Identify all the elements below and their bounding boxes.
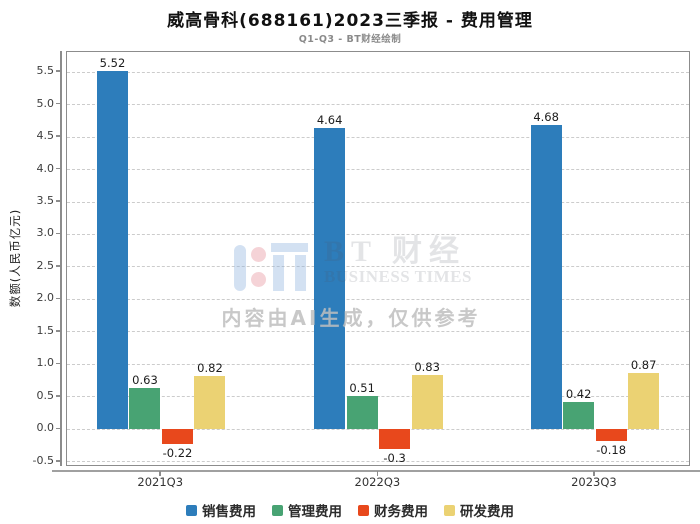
logo-pi-shape bbox=[295, 255, 307, 291]
bar-value-label-sales-expense-2021q3: 5.52 bbox=[99, 55, 126, 70]
y-tick-label: 3.0 bbox=[36, 226, 55, 240]
legend-label-admin-expense: 管理费用 bbox=[288, 504, 342, 520]
legend-marker-sales-expense-icon bbox=[186, 504, 197, 516]
y-tick-mark bbox=[56, 427, 61, 430]
legend-item-admin-expense: 管理费用 bbox=[272, 500, 342, 520]
y-tick-label: 5.0 bbox=[36, 96, 55, 110]
x-tick-label-2021q3: 2021Q3 bbox=[137, 475, 184, 489]
legend-marker-admin-expense-icon bbox=[272, 504, 283, 516]
watermark-brand-en: BUSINESS TIMES bbox=[324, 267, 472, 286]
bar-value-label-rd-expense-2021q3: 0.82 bbox=[197, 361, 223, 376]
bar-value-label-sales-expense-2022q3: 4.64 bbox=[316, 112, 343, 127]
gridline bbox=[67, 363, 689, 365]
logo-pi-shape bbox=[271, 243, 309, 252]
y-tick-mark bbox=[56, 102, 61, 105]
x-tick-mark bbox=[159, 471, 161, 476]
x-tick-label-2022q3: 2022Q3 bbox=[354, 475, 401, 489]
y-tick-label: 3.5 bbox=[36, 194, 55, 208]
y-tick-mark bbox=[56, 297, 61, 300]
x-tick-mark bbox=[376, 471, 379, 476]
y-tick-label: -0.5 bbox=[32, 453, 54, 467]
bar-finance-expense-2022q3 bbox=[379, 429, 411, 449]
x-tick-mark bbox=[593, 471, 595, 476]
logo-dot-shape bbox=[251, 247, 267, 262]
gridline bbox=[67, 136, 689, 138]
legend-label-finance-expense: 财务费用 bbox=[374, 504, 428, 520]
gridline bbox=[67, 71, 689, 73]
legend-label-sales-expense: 销售费用 bbox=[202, 504, 256, 520]
legend: 销售费用 管理费用 财务费用 研发费用 bbox=[0, 499, 700, 521]
y-tick-mark bbox=[56, 265, 61, 267]
bar-sales-expense-2021q3 bbox=[96, 70, 128, 430]
x-axis-line bbox=[52, 470, 700, 472]
legend-item-finance-expense: 财务费用 bbox=[358, 500, 428, 520]
y-tick-mark bbox=[56, 70, 61, 72]
legend-marker-finance-expense-icon bbox=[358, 504, 369, 516]
legend-label-rd-expense: 研发费用 bbox=[460, 504, 514, 520]
bar-value-label-finance-expense-2023q3: -0.18 bbox=[596, 443, 627, 458]
bt-businesstimes-logo-icon bbox=[234, 243, 310, 295]
y-tick-mark bbox=[56, 460, 61, 462]
y-tick-mark bbox=[56, 135, 61, 137]
y-tick-label: 2.5 bbox=[36, 258, 55, 272]
y-tick-label: 0.5 bbox=[36, 388, 55, 402]
bar-admin-expense-2023q3 bbox=[563, 402, 595, 430]
chart-title: 威高骨科(688161)2023三季报 - 费用管理 bbox=[167, 11, 533, 31]
y-tick-mark bbox=[56, 330, 61, 332]
bar-value-label-finance-expense-2021q3: -0.22 bbox=[162, 445, 193, 460]
y-tick-label: 2.0 bbox=[36, 291, 55, 305]
y-tick-mark bbox=[56, 232, 61, 235]
legend-marker-rd-expense-icon bbox=[444, 504, 455, 516]
gridline bbox=[67, 201, 689, 203]
gridline bbox=[67, 396, 689, 398]
bar-sales-expense-2022q3 bbox=[314, 127, 346, 430]
bar-value-label-admin-expense-2021q3: 0.63 bbox=[132, 373, 158, 388]
y-tick-label: 1.0 bbox=[36, 356, 55, 370]
bar-value-label-rd-expense-2023q3: 0.87 bbox=[630, 357, 657, 372]
bar-value-label-admin-expense-2022q3: 0.51 bbox=[349, 381, 375, 396]
gridline bbox=[67, 331, 689, 333]
bar-rd-expense-2022q3 bbox=[411, 375, 443, 430]
chart-subtitle: Q1-Q3 - BT财经绘制 bbox=[298, 34, 402, 45]
legend-item-sales-expense: 销售费用 bbox=[186, 500, 256, 520]
x-tick-label-2023q3: 2023Q3 bbox=[571, 475, 617, 489]
y-tick-mark bbox=[56, 200, 61, 202]
bar-value-label-admin-expense-2023q3: 0.42 bbox=[565, 387, 592, 402]
gridline bbox=[67, 298, 689, 300]
gridline bbox=[67, 169, 689, 171]
watermark-brand-cn: BT 财经 bbox=[324, 235, 467, 268]
bar-finance-expense-2021q3 bbox=[161, 429, 193, 444]
watermark-notice: 内容由AI生成，仅供参考 bbox=[221, 306, 481, 330]
y-tick-label: 1.5 bbox=[36, 323, 55, 337]
gridline bbox=[67, 461, 689, 463]
bar-value-label-sales-expense-2023q3: 4.68 bbox=[533, 110, 559, 125]
y-tick-label: 4.5 bbox=[36, 129, 55, 143]
y-tick-label: 5.5 bbox=[36, 64, 55, 78]
gridline bbox=[67, 104, 689, 106]
bar-rd-expense-2021q3 bbox=[194, 376, 226, 430]
gridline bbox=[67, 233, 689, 235]
y-axis-line bbox=[60, 51, 62, 466]
bar-value-label-finance-expense-2022q3: -0.3 bbox=[383, 450, 406, 465]
logo-bar-shape bbox=[234, 245, 247, 291]
bar-rd-expense-2023q3 bbox=[628, 372, 660, 430]
logo-dot-shape bbox=[251, 272, 267, 287]
bar-admin-expense-2021q3 bbox=[129, 388, 161, 430]
bar-value-label-rd-expense-2022q3: 0.83 bbox=[414, 360, 440, 375]
y-tick-mark bbox=[56, 167, 61, 170]
y-tick-mark bbox=[56, 395, 61, 397]
bar-sales-expense-2023q3 bbox=[530, 125, 562, 430]
bar-finance-expense-2023q3 bbox=[595, 429, 627, 442]
legend-item-rd-expense: 研发费用 bbox=[444, 500, 514, 520]
plot-area: BT 财经 BUSINESS TIMES 内容由AI生成，仅供参考 5.52 0.… bbox=[66, 51, 690, 466]
y-tick-label: 4.0 bbox=[36, 161, 55, 175]
gridline bbox=[67, 428, 689, 430]
logo-pi-shape bbox=[273, 255, 285, 291]
gridline bbox=[67, 266, 689, 268]
watermark-brand-text: BT 财经 BUSINESS TIMES bbox=[324, 235, 472, 287]
y-tick-label: 0.0 bbox=[36, 421, 55, 435]
bar-admin-expense-2022q3 bbox=[346, 396, 378, 430]
y-tick-mark bbox=[56, 362, 61, 365]
